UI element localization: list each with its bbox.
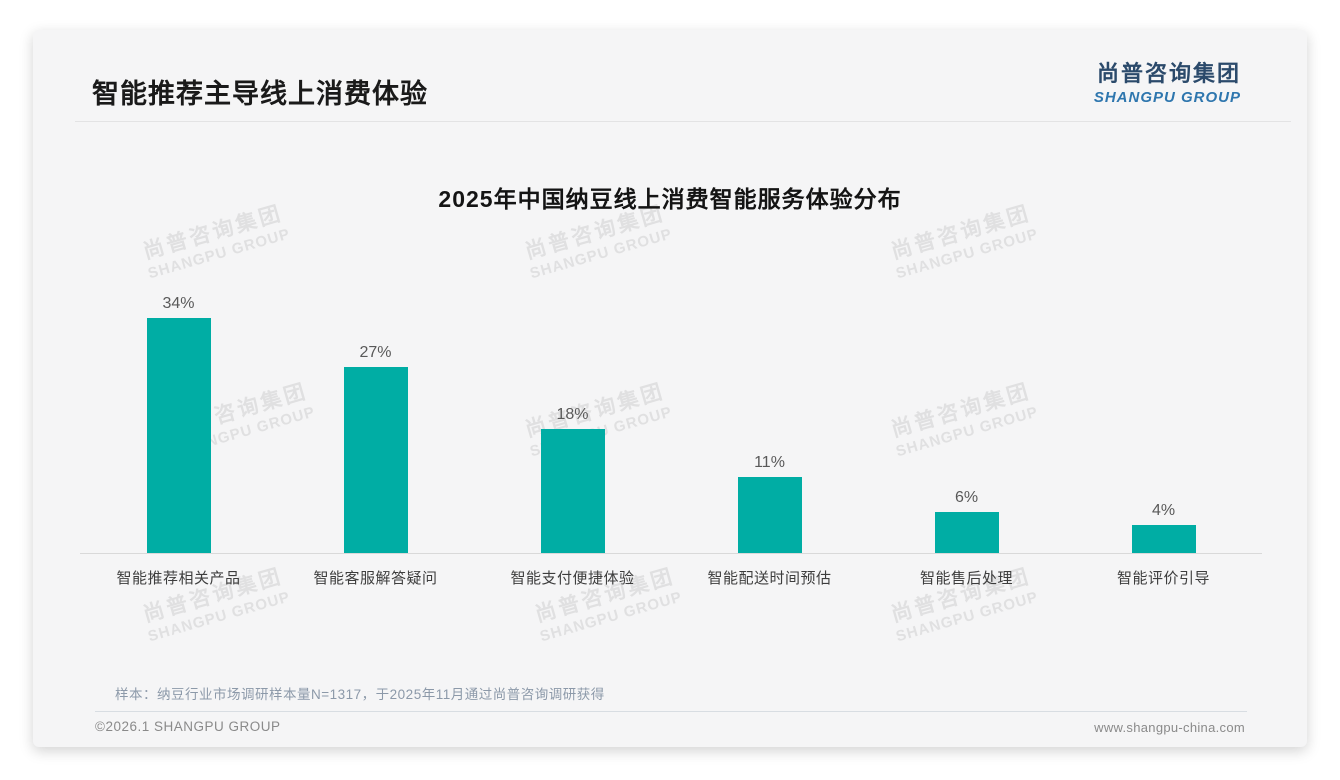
bar-value-label: 27% bbox=[359, 344, 392, 361]
x-axis-line bbox=[80, 553, 1262, 554]
footer-website: www.shangpu-china.com bbox=[1094, 720, 1245, 735]
bar-rect bbox=[737, 477, 802, 553]
chart-bar-column: 34% bbox=[80, 273, 277, 553]
bar-value-label: 18% bbox=[556, 406, 589, 423]
category-label: 智能支付便捷体验 bbox=[510, 570, 635, 587]
footer-copyright: ©2026.1 SHANGPU GROUP bbox=[95, 719, 281, 734]
report-slide-card: 尚普咨询集团 SHANGPU GROUP 尚普咨询集团 SHANGPU GROUP 尚普… bbox=[33, 30, 1307, 747]
watermark-english-text: SHANGPU GROUP bbox=[146, 588, 293, 646]
chart-bar-column: 4% bbox=[1065, 273, 1262, 553]
page-title: 智能推荐主导线上消费体验 bbox=[92, 79, 428, 109]
bar-value-label: 4% bbox=[1151, 502, 1176, 519]
watermark-english-text: SHANGPU GROUP bbox=[894, 588, 1041, 646]
bar-rect bbox=[343, 367, 408, 553]
bar-rect bbox=[1131, 525, 1196, 553]
footer-divider bbox=[95, 711, 1247, 712]
watermark-english-text: SHANGPU GROUP bbox=[538, 588, 685, 646]
bar-rect bbox=[934, 512, 999, 553]
logo-chinese-text: 尚普咨询集团 bbox=[1096, 61, 1241, 86]
logo-english-text: SHANGPU GROUP bbox=[1093, 89, 1241, 106]
category-row: 智能推荐相关产品 智能客服解答疑问 智能支付便捷体验 智能配送时间预估 智能售后处理 智能… bbox=[80, 567, 1262, 588]
header-divider bbox=[75, 121, 1291, 122]
bar-value-label: 11% bbox=[754, 454, 785, 471]
category-label: 智能配送时间预估 bbox=[707, 570, 832, 587]
chart-bar-column: 6% bbox=[868, 273, 1065, 553]
chart-bar-column: 18% bbox=[474, 273, 671, 553]
bar-value-label: 6% bbox=[954, 489, 979, 506]
category-label: 智能评价引导 bbox=[1116, 570, 1210, 587]
chart-bar-column: 11% bbox=[671, 273, 868, 553]
sample-note: 样本：纳豆行业市场调研样本量N=1317，于2025年11月通过尚普咨询调研获得 bbox=[115, 687, 605, 702]
company-logo: 尚普咨询集团 SHANGPU GROUP bbox=[1094, 56, 1241, 106]
bar-rect bbox=[540, 429, 605, 553]
category-label: 智能售后处理 bbox=[919, 570, 1013, 587]
category-label: 智能推荐相关产品 bbox=[116, 570, 241, 587]
bar-rect bbox=[146, 318, 211, 553]
chart-title: 2025年中国纳豆线上消费智能服务体验分布 bbox=[438, 186, 902, 212]
category-label: 智能客服解答疑问 bbox=[313, 570, 438, 587]
chart-plot: 34% 27% 18% 11% 6% 4% bbox=[80, 273, 1262, 553]
chart-bar-column: 27% bbox=[277, 273, 474, 553]
bar-value-label: 34% bbox=[162, 295, 195, 312]
